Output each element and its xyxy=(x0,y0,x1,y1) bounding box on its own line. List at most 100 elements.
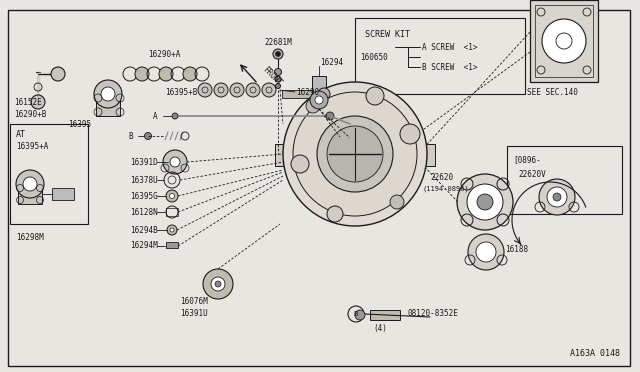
Circle shape xyxy=(476,242,496,262)
Circle shape xyxy=(275,83,280,89)
Text: 22620: 22620 xyxy=(430,173,453,182)
Circle shape xyxy=(310,91,328,109)
Text: A163A 0148: A163A 0148 xyxy=(570,350,620,359)
Circle shape xyxy=(275,68,282,76)
Circle shape xyxy=(172,113,178,119)
Circle shape xyxy=(163,150,187,174)
Circle shape xyxy=(366,87,384,105)
Text: SCREW KIT: SCREW KIT xyxy=(365,29,410,38)
Circle shape xyxy=(94,80,122,108)
Text: 16395+A: 16395+A xyxy=(16,141,49,151)
Text: A: A xyxy=(153,112,157,121)
Text: (1194-0896): (1194-0896) xyxy=(423,186,470,192)
Circle shape xyxy=(327,206,343,222)
Circle shape xyxy=(542,19,586,63)
Bar xyxy=(535,5,593,77)
Text: SEE SEC.140: SEE SEC.140 xyxy=(527,87,578,96)
Text: 16290+B: 16290+B xyxy=(14,109,46,119)
Circle shape xyxy=(273,49,283,59)
Circle shape xyxy=(159,67,173,81)
Text: FRONT: FRONT xyxy=(261,65,284,87)
Bar xyxy=(275,144,293,166)
Bar xyxy=(370,310,400,320)
Text: 16391D: 16391D xyxy=(130,157,157,167)
Circle shape xyxy=(317,116,393,192)
Text: 16188: 16188 xyxy=(505,246,528,254)
Circle shape xyxy=(166,190,178,202)
Circle shape xyxy=(23,177,37,191)
Text: 16395: 16395 xyxy=(68,119,91,128)
Circle shape xyxy=(183,67,197,81)
Bar xyxy=(166,242,178,248)
Text: 16076M: 16076M xyxy=(180,298,208,307)
Bar xyxy=(417,144,435,166)
Bar xyxy=(312,76,326,94)
Bar xyxy=(10,124,88,224)
Text: AT: AT xyxy=(16,129,26,138)
Circle shape xyxy=(468,234,504,270)
Circle shape xyxy=(553,193,561,201)
Text: B: B xyxy=(354,311,358,317)
Circle shape xyxy=(215,281,221,287)
Circle shape xyxy=(170,193,175,199)
Circle shape xyxy=(477,194,493,210)
Circle shape xyxy=(547,187,567,207)
Circle shape xyxy=(230,83,244,97)
Bar xyxy=(52,188,74,200)
Bar xyxy=(507,146,622,214)
Circle shape xyxy=(457,174,513,230)
Text: 22681M: 22681M xyxy=(264,38,292,46)
Text: 16378U: 16378U xyxy=(130,176,157,185)
Circle shape xyxy=(145,132,152,140)
Text: 16395+B: 16395+B xyxy=(165,87,197,96)
Text: B: B xyxy=(128,131,132,141)
Circle shape xyxy=(315,96,323,104)
Text: 160650: 160650 xyxy=(360,52,388,61)
Circle shape xyxy=(211,277,225,291)
Text: [0896-: [0896- xyxy=(513,155,541,164)
Circle shape xyxy=(203,269,233,299)
Text: 16395G: 16395G xyxy=(130,192,157,201)
Text: 16298M: 16298M xyxy=(16,232,44,241)
Bar xyxy=(166,208,178,216)
Circle shape xyxy=(327,126,383,182)
Text: 16294: 16294 xyxy=(320,58,343,67)
Circle shape xyxy=(539,179,575,215)
Bar xyxy=(340,120,358,128)
Circle shape xyxy=(167,225,177,235)
Circle shape xyxy=(31,95,45,109)
Circle shape xyxy=(51,67,65,81)
Text: 16152E: 16152E xyxy=(14,97,42,106)
Circle shape xyxy=(467,184,503,220)
Circle shape xyxy=(355,310,365,320)
Circle shape xyxy=(198,83,212,97)
Circle shape xyxy=(326,112,334,120)
Text: 16128N: 16128N xyxy=(130,208,157,217)
Circle shape xyxy=(246,83,260,97)
Circle shape xyxy=(101,87,115,101)
Bar xyxy=(530,0,598,82)
Text: 16294B: 16294B xyxy=(130,225,157,234)
Bar xyxy=(355,18,525,94)
Circle shape xyxy=(283,82,427,226)
Bar xyxy=(18,186,42,204)
Circle shape xyxy=(135,67,149,81)
Circle shape xyxy=(16,170,44,198)
Bar xyxy=(96,96,120,116)
Circle shape xyxy=(275,76,281,82)
Text: A SCREW  <1>: A SCREW <1> xyxy=(422,42,477,51)
Circle shape xyxy=(275,51,280,57)
Circle shape xyxy=(170,228,174,232)
Text: 16290+A: 16290+A xyxy=(148,49,180,58)
Text: 22620V: 22620V xyxy=(518,170,546,179)
Circle shape xyxy=(214,83,228,97)
Text: B SCREW  <1>: B SCREW <1> xyxy=(422,62,477,71)
Text: 08120-8352E: 08120-8352E xyxy=(408,310,459,318)
Bar xyxy=(282,90,322,98)
Circle shape xyxy=(262,83,276,97)
Circle shape xyxy=(400,124,420,144)
Circle shape xyxy=(170,157,180,167)
Circle shape xyxy=(291,155,309,173)
Circle shape xyxy=(390,195,404,209)
Circle shape xyxy=(293,92,417,216)
